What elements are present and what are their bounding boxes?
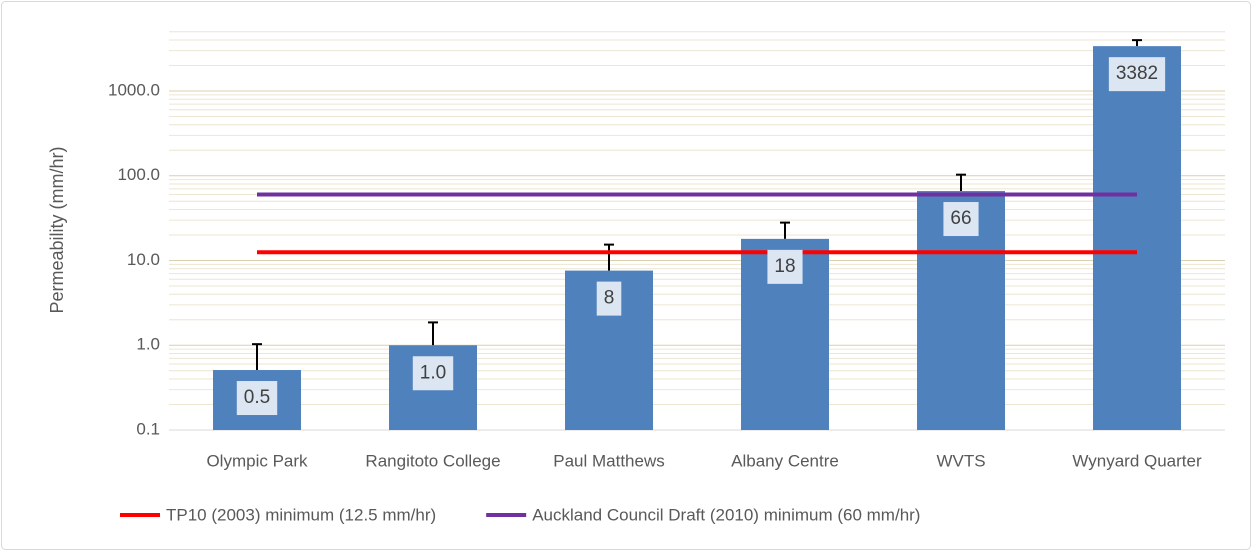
y-axis-title: Permeability (mm/hr) bbox=[47, 146, 67, 313]
x-tick-label: Albany Centre bbox=[731, 451, 839, 470]
value-label-box bbox=[236, 381, 278, 416]
x-tick-label: Wynyard Quarter bbox=[1072, 451, 1202, 470]
value-label: 8 bbox=[596, 281, 622, 316]
value-label-text: 0.5 bbox=[244, 387, 270, 408]
value-label: 1.0 bbox=[412, 356, 454, 391]
value-label-box bbox=[943, 202, 979, 237]
value-label-box bbox=[1108, 57, 1166, 92]
value-label-text: 3382 bbox=[1116, 63, 1158, 84]
value-label: 0.5 bbox=[236, 381, 278, 416]
value-label: 18 bbox=[767, 249, 803, 284]
x-tick-label: Rangitoto College bbox=[365, 451, 500, 470]
legend-label: Auckland Council Draft (2010) minimum (6… bbox=[532, 505, 920, 524]
y-tick-label: 10.0 bbox=[127, 250, 160, 269]
x-tick-label: Paul Matthews bbox=[553, 451, 665, 470]
value-label: 66 bbox=[943, 202, 979, 237]
value-label-box bbox=[412, 356, 454, 391]
legend-label: TP10 (2003) minimum (12.5 mm/hr) bbox=[166, 505, 436, 524]
value-label-text: 18 bbox=[774, 256, 795, 277]
x-tick-label: Olympic Park bbox=[206, 451, 308, 470]
x-tick-label: WVTS bbox=[936, 451, 985, 470]
bar bbox=[1093, 46, 1181, 431]
value-label-text: 8 bbox=[604, 288, 615, 309]
y-tick-label: 100.0 bbox=[117, 165, 160, 184]
value-label-text: 66 bbox=[950, 208, 971, 229]
value-label: 3382 bbox=[1108, 57, 1166, 92]
y-tick-label: 1000.0 bbox=[108, 80, 160, 99]
y-tick-label: 1.0 bbox=[136, 335, 160, 354]
value-label-box bbox=[767, 249, 803, 284]
y-tick-label: 0.1 bbox=[136, 419, 160, 438]
value-label-text: 1.0 bbox=[420, 362, 446, 383]
value-label-box bbox=[596, 281, 622, 316]
